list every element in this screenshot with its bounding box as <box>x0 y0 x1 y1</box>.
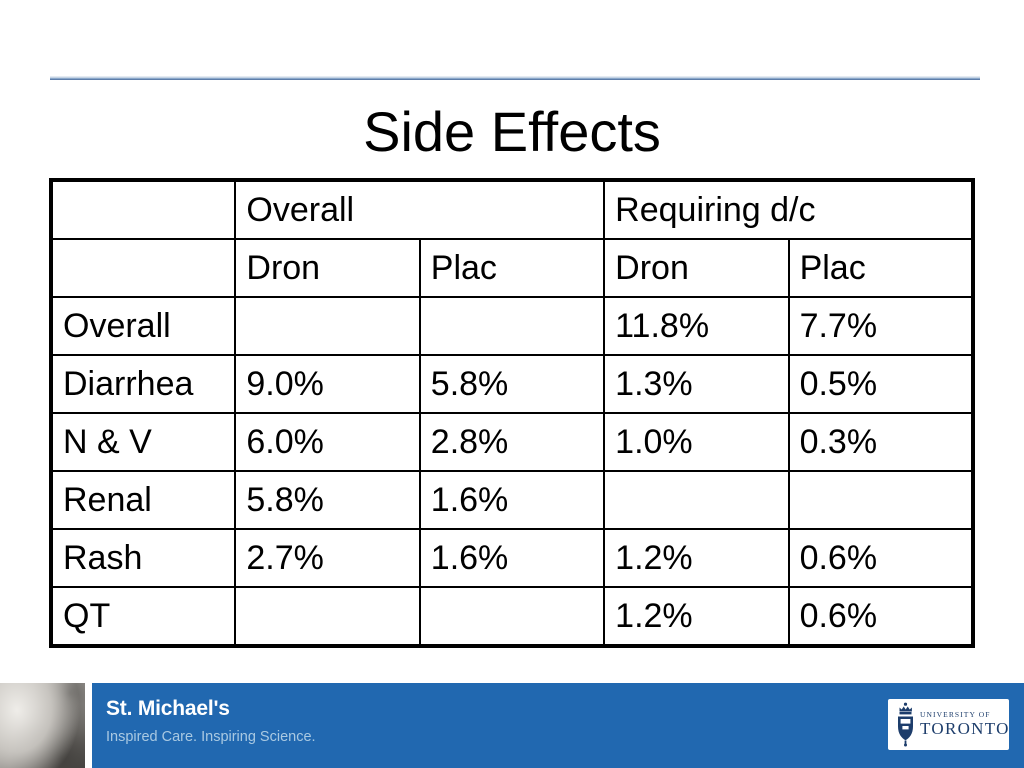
table-row: Diarrhea 9.0% 5.8% 1.3% 0.5% <box>49 354 975 414</box>
data-cell: 2.8% <box>418 412 606 472</box>
table-row: Renal 5.8% 1.6% <box>49 470 975 530</box>
data-cell: 0.3% <box>787 412 975 472</box>
toronto-label: TORONTO <box>920 719 1010 739</box>
row-label: Overall <box>49 296 237 356</box>
row-label: QT <box>49 586 237 647</box>
data-cell <box>418 296 606 356</box>
data-cell: 5.8% <box>234 470 421 530</box>
data-cell: 6.0% <box>234 412 421 472</box>
table-row: N & V 6.0% 2.8% 1.0% 0.3% <box>49 412 975 472</box>
hospital-brand-name: St. Michael's <box>106 697 230 720</box>
data-cell: 1.0% <box>603 412 790 472</box>
footer: St. Michael's Inspired Care. Inspiring S… <box>0 683 1024 768</box>
university-logo-text: UNIVERSITY OF TORONTO <box>920 710 1010 739</box>
corner-cell <box>49 179 237 240</box>
data-cell: 0.6% <box>787 528 975 588</box>
group-header-requiring-dc: Requiring d/c <box>603 179 974 240</box>
row-label: Renal <box>49 470 237 530</box>
data-cell: 5.8% <box>418 354 606 414</box>
data-cell <box>234 586 421 647</box>
data-cell <box>418 586 606 647</box>
data-cell: 1.2% <box>603 586 790 647</box>
sub-header-plac-overall: Plac <box>418 238 606 298</box>
data-cell <box>234 296 421 356</box>
university-logo: UNIVERSITY OF TORONTO <box>888 699 1009 750</box>
sub-header-plac-dc: Plac <box>787 238 975 298</box>
row-label: N & V <box>49 412 237 472</box>
group-header-overall: Overall <box>234 179 606 240</box>
data-cell: 7.7% <box>787 296 975 356</box>
data-cell: 9.0% <box>234 354 421 414</box>
university-of-label: UNIVERSITY OF <box>920 710 991 720</box>
data-cell: 1.3% <box>603 354 790 414</box>
row-label: Rash <box>49 528 237 588</box>
page-title: Side Effects <box>363 100 661 163</box>
data-cell: 2.7% <box>234 528 421 588</box>
row-label: Diarrhea <box>49 354 237 414</box>
statue-photo <box>0 683 85 768</box>
data-cell: 0.5% <box>787 354 975 414</box>
data-cell: 11.8% <box>603 296 790 356</box>
uoft-crest-icon <box>898 702 913 747</box>
sub-header-dron-overall: Dron <box>234 238 421 298</box>
data-cell <box>787 470 975 530</box>
table-row: QT 1.2% 0.6% <box>49 586 975 647</box>
corner-cell <box>49 238 237 298</box>
data-cell: 1.6% <box>418 470 606 530</box>
data-cell: 1.6% <box>418 528 606 588</box>
footer-bar: St. Michael's Inspired Care. Inspiring S… <box>92 683 1024 768</box>
table-row-sub-headers: Dron Plac Dron Plac <box>49 238 975 298</box>
data-cell: 1.2% <box>603 528 790 588</box>
data-cell <box>603 470 790 530</box>
table-row: Overall 11.8% 7.7% <box>49 296 975 356</box>
hospital-tagline: Inspired Care. Inspiring Science. <box>106 729 316 745</box>
table-row-group-headers: Overall Requiring d/c <box>49 179 974 240</box>
sub-header-dron-dc: Dron <box>603 238 790 298</box>
title-divider-line <box>50 76 980 80</box>
table-row: Rash 2.7% 1.6% 1.2% 0.6% <box>49 528 975 588</box>
side-effects-table: Overall Requiring d/c Dron Plac Dron Pla… <box>49 178 975 648</box>
data-cell: 0.6% <box>787 586 975 647</box>
